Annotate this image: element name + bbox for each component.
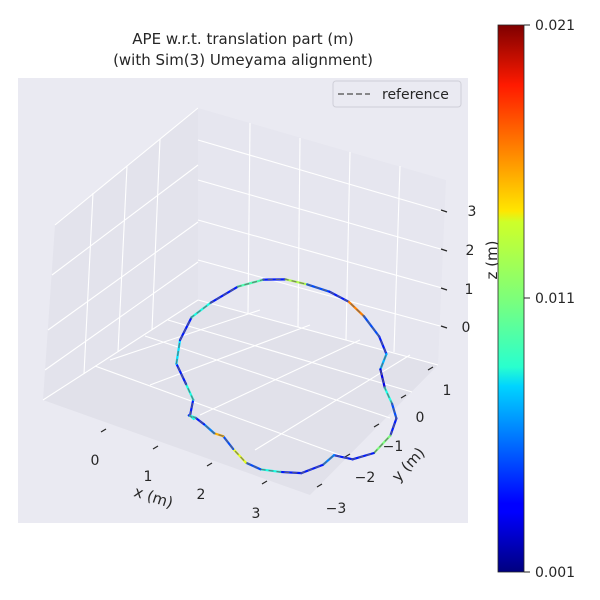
ape-segment <box>190 301 213 319</box>
y-tick-label: −1 <box>383 439 404 455</box>
z-tick-label: 0 <box>462 320 471 336</box>
z-tick-label: 1 <box>465 282 474 298</box>
trajectory <box>175 278 398 475</box>
z-tick-labels: 0 1 2 3 <box>462 204 477 336</box>
x-tick-label: 1 <box>144 469 153 485</box>
colorbar-gradient <box>497 24 525 573</box>
back-pane <box>198 108 446 365</box>
x-tick-label: 0 <box>91 453 100 469</box>
ape-segment <box>279 470 303 475</box>
legend: reference <box>332 80 462 108</box>
reference-line <box>175 278 398 474</box>
y-tick-labels: −3 −2 −1 0 1 <box>326 383 452 517</box>
legend-reference-label: reference <box>382 87 449 103</box>
colorbar-tick-max: 0.021 <box>535 18 575 34</box>
chart-title-line-1: APE w.r.t. translation part (m) <box>132 30 353 48</box>
3d-panes <box>43 108 446 495</box>
y-tick-label: 0 <box>416 410 425 426</box>
colorbar-tick-min: 0.001 <box>535 565 575 581</box>
y-tick-label: 1 <box>443 383 452 399</box>
tick-marks <box>100 209 448 488</box>
ape-segment <box>236 278 265 288</box>
ape-segment <box>362 315 381 338</box>
chart-title-line-2: (with Sim(3) Umeyama alignment) <box>113 51 373 69</box>
legend-box <box>332 80 462 108</box>
y-tick-label: −3 <box>326 501 347 517</box>
z-tick-label: 3 <box>468 204 477 220</box>
z-axis-label: z (m) <box>483 241 501 280</box>
colorbar: 0.021 0.011 0.001 <box>497 18 575 581</box>
grid-lines <box>42 107 446 459</box>
z-tick-label: 2 <box>466 243 475 259</box>
colorbar-tick-mid: 0.011 <box>535 291 575 307</box>
x-tick-labels: 0 1 2 3 <box>91 453 261 522</box>
y-tick-label: −2 <box>355 470 376 486</box>
x-tick-label: 2 <box>197 487 206 503</box>
floor-pane <box>43 300 438 495</box>
left-pane <box>43 108 198 400</box>
x-tick-label: 3 <box>252 506 261 522</box>
